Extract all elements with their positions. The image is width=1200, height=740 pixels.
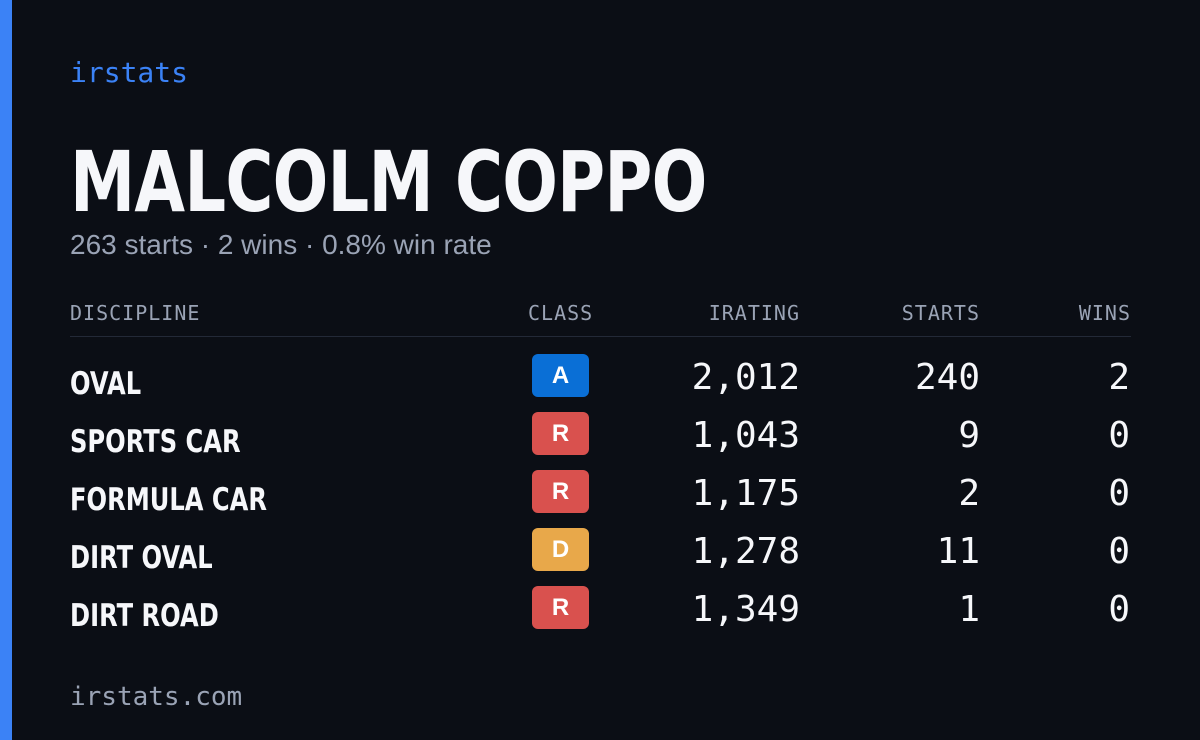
irating-value: 2,012 — [691, 357, 800, 398]
header-irating: IRATING — [708, 301, 800, 325]
table-row: DIRT ROAD R 1,349 1 0 — [70, 586, 1131, 644]
discipline-name: DIRT OVAL — [70, 540, 213, 576]
discipline-name: DIRT ROAD — [70, 598, 219, 634]
starts-value: 11 — [936, 531, 980, 572]
table-header: DISCIPLINE CLASS IRATING STARTS WINS — [70, 296, 1131, 337]
class-badge: D — [532, 528, 589, 571]
accent-bar — [0, 0, 12, 740]
class-badge: R — [532, 470, 589, 513]
class-badge: A — [532, 354, 589, 397]
starts-value: 240 — [914, 357, 980, 398]
table-row: FORMULA CAR R 1,175 2 0 — [70, 470, 1131, 528]
table-row: DIRT OVAL D 1,278 11 0 — [70, 528, 1131, 586]
class-badge: R — [532, 586, 589, 629]
table-row: OVAL A 2,012 240 2 — [70, 354, 1131, 412]
wins-value: 0 — [1108, 531, 1130, 572]
irating-value: 1,278 — [691, 531, 800, 572]
discipline-name: SPORTS CAR — [70, 424, 241, 460]
discipline-name: FORMULA CAR — [70, 482, 268, 518]
table-row: SPORTS CAR R 1,043 9 0 — [70, 412, 1131, 470]
header-discipline: DISCIPLINE — [70, 301, 201, 325]
brand-logo[interactable]: irstats — [70, 56, 189, 89]
wins-value: 0 — [1108, 589, 1130, 630]
header-wins: WINS — [1078, 301, 1131, 325]
starts-value: 1 — [958, 589, 980, 630]
irating-value: 1,349 — [691, 589, 800, 630]
discipline-name: OVAL — [70, 366, 142, 402]
irating-value: 1,175 — [691, 473, 800, 514]
starts-value: 2 — [958, 473, 980, 514]
header-starts: STARTS — [901, 301, 980, 325]
stats-table: DISCIPLINE CLASS IRATING STARTS WINS OVA… — [70, 296, 1131, 644]
header-class: CLASS — [528, 301, 594, 325]
class-badge: R — [532, 412, 589, 455]
irating-value: 1,043 — [691, 415, 800, 456]
starts-value: 9 — [958, 415, 980, 456]
table-body: OVAL A 2,012 240 2 SPORTS CAR R 1,043 9 … — [70, 337, 1131, 644]
wins-value: 2 — [1108, 357, 1130, 398]
player-name: MALCOLM COPPO — [70, 133, 707, 231]
wins-value: 0 — [1108, 415, 1130, 456]
wins-value: 0 — [1108, 473, 1130, 514]
player-summary: 263 starts · 2 wins · 0.8% win rate — [70, 229, 492, 260]
footer-url[interactable]: irstats.com — [70, 682, 243, 712]
